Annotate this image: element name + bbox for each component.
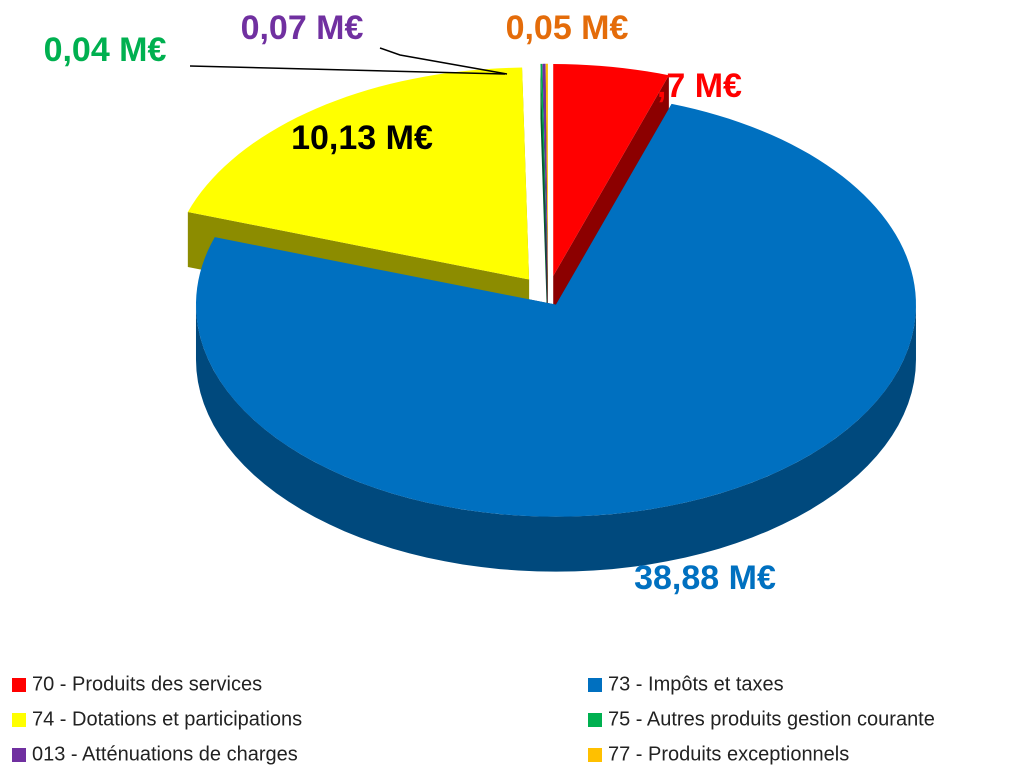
legend: 70 - Produits des services 73 - Impôts et… [12, 673, 935, 765]
legend-swatch [12, 748, 26, 762]
legend-swatch [588, 678, 602, 692]
pie-tops [187, 63, 916, 517]
leader-line [379, 47, 508, 75]
legend-label: 77 - Produits exceptionnels [608, 743, 849, 765]
value-labels: 2,7 M€ 38,88 M€ 10,13 M€ 0,04 M€ 0,07 M€ 0,05… [44, 9, 776, 597]
slice [553, 64, 669, 277]
value-label: 10,13 M€ [291, 119, 433, 157]
legend-label: 73 - Impôts et taxes [608, 673, 784, 695]
slice [196, 103, 916, 517]
legend-label: 70 - Produits des services [32, 673, 262, 695]
legend-label: 74 - Dotations et participations [32, 708, 302, 730]
slice [542, 63, 548, 276]
legend-label: 013 - Atténuations de charges [32, 743, 298, 765]
leader-line [189, 65, 506, 75]
value-label: 2,7 M€ [638, 67, 742, 105]
slice-side [540, 63, 548, 331]
slice [545, 63, 548, 276]
value-label: 0,07 M€ [241, 9, 364, 47]
legend-swatch [12, 713, 26, 727]
slice-wall [195, 304, 916, 572]
legend-label: 75 - Autres produits gestion courante [608, 708, 935, 730]
legend-swatch [588, 748, 602, 762]
slice [540, 63, 548, 276]
leader-lines [189, 47, 508, 75]
value-label: 0,05 M€ [506, 9, 629, 47]
legend-swatch [12, 678, 26, 692]
value-label: 38,88 M€ [634, 559, 776, 597]
legend-swatch [588, 713, 602, 727]
slice [187, 67, 530, 280]
value-label: 0,04 M€ [44, 31, 167, 69]
